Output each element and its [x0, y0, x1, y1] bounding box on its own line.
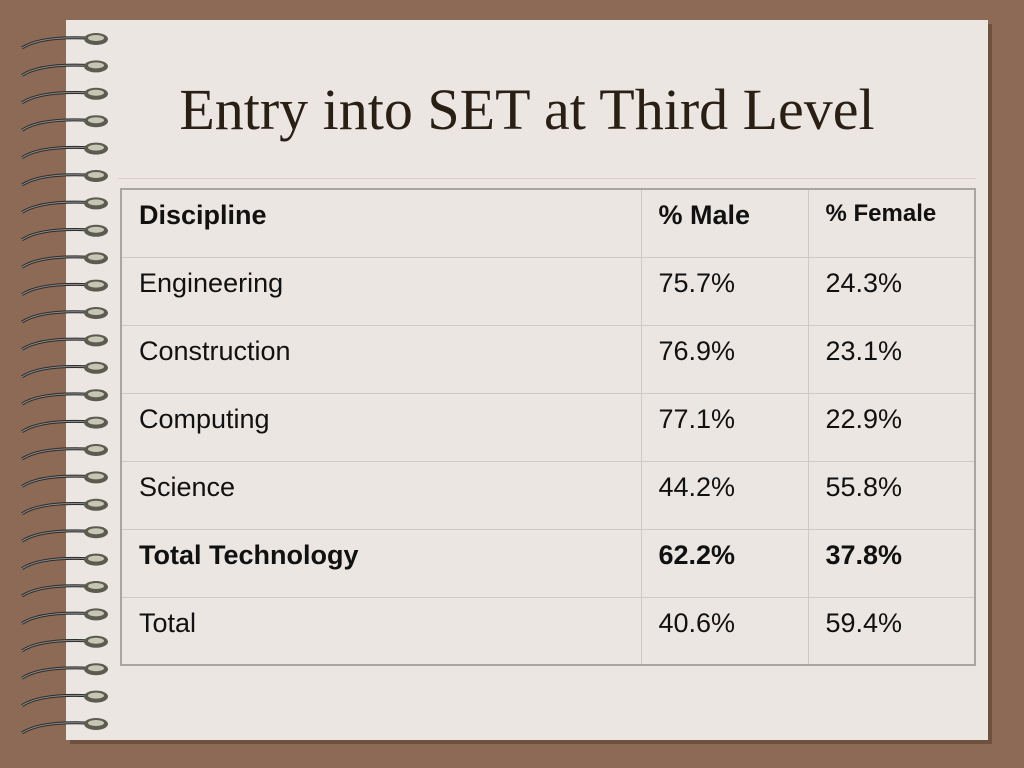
- cell-female: 37.8%: [807, 528, 976, 598]
- table-header-row: Discipline % Male % Female: [120, 188, 976, 258]
- cell-discipline: Science: [120, 460, 642, 530]
- cell-discipline: Total Technology: [120, 528, 642, 598]
- slide-title: Entry into SET at Third Level: [179, 77, 875, 142]
- cell-discipline: Engineering: [120, 256, 642, 326]
- title-divider: [118, 178, 976, 179]
- cell-female: 24.3%: [807, 256, 976, 326]
- header-female: % Female: [807, 188, 976, 258]
- cell-discipline: Total: [120, 596, 642, 666]
- cell-male: 76.9%: [640, 324, 809, 394]
- table-row: Total Technology 62.2% 37.8%: [120, 528, 976, 598]
- cell-male: 40.6%: [640, 596, 809, 666]
- header-male: % Male: [640, 188, 809, 258]
- cell-female: 59.4%: [807, 596, 976, 666]
- data-table: Discipline % Male % Female Engineering 7…: [120, 188, 976, 666]
- cell-discipline: Construction: [120, 324, 642, 394]
- table-row: Construction 76.9% 23.1%: [120, 324, 976, 394]
- table-row: Engineering 75.7% 24.3%: [120, 256, 976, 326]
- cell-female: 22.9%: [807, 392, 976, 462]
- cell-male: 75.7%: [640, 256, 809, 326]
- spiral-binding-icon: [21, 33, 108, 735]
- cell-male: 44.2%: [640, 460, 809, 530]
- table-row: Total 40.6% 59.4%: [120, 596, 976, 666]
- cell-male: 77.1%: [640, 392, 809, 462]
- table-row: Science 44.2% 55.8%: [120, 460, 976, 530]
- header-discipline: Discipline: [120, 188, 642, 258]
- cell-female: 23.1%: [807, 324, 976, 394]
- table-row: Computing 77.1% 22.9%: [120, 392, 976, 462]
- cell-male: 62.2%: [640, 528, 809, 598]
- cell-female: 55.8%: [807, 460, 976, 530]
- cell-discipline: Computing: [120, 392, 642, 462]
